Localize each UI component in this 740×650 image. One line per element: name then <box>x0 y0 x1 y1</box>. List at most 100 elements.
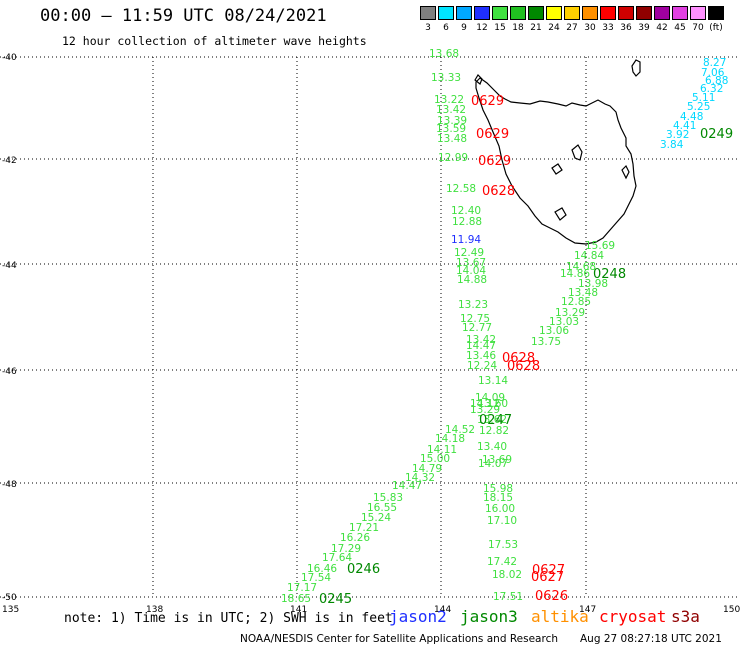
legend-swatch <box>600 6 616 20</box>
wave-value: 6.88 <box>705 75 728 87</box>
wave-value: 16.26 <box>340 532 370 544</box>
wave-value: 12.58 <box>446 183 476 195</box>
wave-value: 12.49 <box>454 247 484 259</box>
pass-time-label: 0249 <box>700 127 733 142</box>
lat-label: -44 <box>2 261 17 271</box>
legend-swatch <box>654 6 670 20</box>
pass-time-label: 0629 <box>476 127 509 142</box>
legend-label: 12 <box>476 23 488 33</box>
lat-label: -50 <box>2 593 17 603</box>
wave-value: 13.40 <box>477 441 507 453</box>
pass-time-label: 0628 <box>507 359 540 374</box>
wave-value: 17.21 <box>349 522 379 534</box>
lake <box>551 163 563 175</box>
wave-value: 12.40 <box>451 205 481 217</box>
pass-time-label: 0627 <box>532 563 565 578</box>
grid <box>0 56 740 598</box>
map-subtitle: 12 hour collection of altimeter wave hei… <box>62 34 367 48</box>
wave-value: 17.29 <box>331 543 361 555</box>
legend-label: 18 <box>512 23 524 33</box>
wave-value: 15.24 <box>361 512 391 524</box>
legend-label: 3 <box>425 23 431 33</box>
pass-time-label: 0245 <box>319 592 352 607</box>
lat-label: -42 <box>2 156 17 166</box>
wave-value: 13.14 <box>478 375 508 387</box>
wave-value: 17.53 <box>488 539 518 551</box>
wave-value: 3.92 <box>666 129 689 141</box>
wave-value: 13.68 <box>429 48 459 60</box>
wave-value: 14.52 <box>445 424 475 436</box>
pass-time-label: 0629 <box>471 94 504 109</box>
island-flinders <box>631 59 641 77</box>
wave-value: 14.07 <box>478 458 508 470</box>
satellite-s3a: s3a <box>671 607 700 626</box>
wave-value: 5.11 <box>692 92 715 104</box>
wave-value: 17.54 <box>301 572 331 584</box>
legend-label: 21 <box>530 23 542 33</box>
wave-value: 13.62 <box>477 414 507 426</box>
legend-swatch <box>618 6 634 20</box>
satellite-jason3: jason3 <box>460 607 518 626</box>
lon-label: 144 <box>434 605 451 615</box>
lat-label: -46 <box>2 367 17 377</box>
credit-line: NOAA/NESDIS Center for Satellite Applica… <box>240 633 558 645</box>
wave-value: 13.42 <box>436 104 466 116</box>
wave-value: 13.69 <box>482 454 512 466</box>
legend-label: 30 <box>584 23 596 33</box>
wave-value: 4.48 <box>680 111 703 123</box>
island-bruny <box>571 144 583 161</box>
lat-label: -40 <box>2 53 17 63</box>
wave-value: 14.32 <box>405 472 435 484</box>
wave-value: 13.06 <box>539 325 569 337</box>
timestamp: Aug 27 08:27:18 UTC 2021 <box>580 633 722 645</box>
wave-value: 13.29 <box>470 404 500 416</box>
legend-swatch <box>438 6 454 20</box>
lon-label: 141 <box>290 605 307 615</box>
lon-label: 147 <box>579 605 596 615</box>
wave-value: 12.88 <box>452 216 482 228</box>
wave-value: 17.17 <box>287 582 317 594</box>
wave-value: 13.59 <box>436 123 466 135</box>
wave-value: 13.98 <box>578 278 608 290</box>
legend-label: 45 <box>674 23 686 33</box>
legend-label: 33 <box>602 23 614 33</box>
satellite-jason2: jason2 <box>389 607 447 626</box>
legend-label: 9 <box>461 23 467 33</box>
wave-value: 17.51 <box>493 591 523 603</box>
wave-value: 13.42 <box>466 334 496 346</box>
wave-value: 13.39 <box>437 115 467 127</box>
wave-value: 16.55 <box>367 502 397 514</box>
legend-swatch <box>708 6 724 20</box>
wave-value: 13.23 <box>458 299 488 311</box>
legend-swatch <box>456 6 472 20</box>
pass-time-label: 0628 <box>482 184 515 199</box>
wave-value: 14.47 <box>466 340 496 352</box>
map-title: 00:00 – 11:59 UTC 08/24/2021 <box>40 6 327 26</box>
wave-value: 12.24 <box>467 360 497 372</box>
wave-value: 13.03 <box>549 316 579 328</box>
legend-swatch <box>510 6 526 20</box>
pass-time-label: 0247 <box>479 413 512 428</box>
wave-value: 13.67 <box>456 257 486 269</box>
lon-label: 135 <box>2 605 19 615</box>
wave-value: 18.15 <box>483 492 513 504</box>
satellite-altika: altika <box>531 607 589 626</box>
legend-swatch <box>492 6 508 20</box>
legend-label: 36 <box>620 23 632 33</box>
wave-value: 15.00 <box>420 453 450 465</box>
lon-labels: 135 138 141 144 147 150 <box>2 605 740 615</box>
wave-value: 3.84 <box>660 139 684 151</box>
pass-time-label: 0248 <box>593 267 626 282</box>
lon-label: 150 <box>723 605 740 615</box>
wave-value: 13.48 <box>437 133 467 145</box>
pass-time-label: 0628 <box>502 351 535 366</box>
wave-value: 14.18 <box>435 433 465 445</box>
wave-value: 8.27 <box>703 57 726 69</box>
legend-label: 42 <box>656 23 668 33</box>
wave-value: 13.75 <box>531 336 561 348</box>
legend-swatch <box>690 6 706 20</box>
legend-swatch <box>474 6 490 20</box>
pass-time-label: 0246 <box>347 562 380 577</box>
wave-value: 14.04 <box>456 265 486 277</box>
